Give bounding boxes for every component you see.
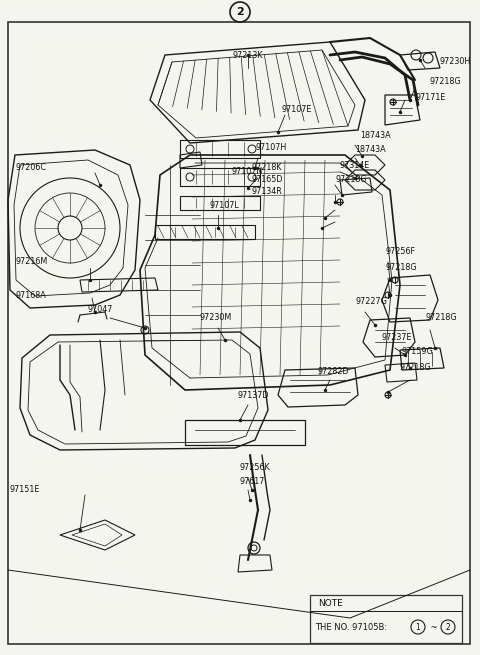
Text: 97227G: 97227G [355, 297, 387, 307]
Text: 97617: 97617 [240, 477, 265, 487]
Text: 97230H: 97230H [440, 58, 471, 67]
Text: 97237E: 97237E [382, 333, 412, 343]
Bar [185, 420, 305, 445]
Text: 97159G: 97159G [402, 348, 434, 356]
Text: 97218G: 97218G [385, 263, 417, 272]
Text: 18743A: 18743A [355, 145, 385, 155]
Text: 97134R: 97134R [252, 187, 283, 196]
Text: 97218K: 97218K [252, 164, 283, 172]
Text: 1: 1 [416, 622, 420, 631]
Text: NOTE: NOTE [318, 599, 343, 607]
Text: 97107L: 97107L [210, 200, 240, 210]
Text: 2: 2 [236, 7, 244, 17]
Text: 97314E: 97314E [340, 160, 370, 170]
Text: 97282D: 97282D [318, 367, 349, 377]
Text: 97256F: 97256F [385, 248, 415, 257]
Text: 97218G: 97218G [336, 176, 368, 185]
Circle shape [58, 216, 82, 240]
Text: 97137D: 97137D [238, 390, 269, 400]
Text: 97216M: 97216M [15, 257, 47, 267]
Text: 97165D: 97165D [252, 176, 284, 185]
Text: 97047: 97047 [88, 305, 113, 314]
Text: 97107E: 97107E [282, 105, 312, 115]
Text: 18743A: 18743A [360, 130, 391, 140]
Text: 97218G: 97218G [430, 77, 462, 86]
Text: 97206C: 97206C [15, 164, 46, 172]
Text: 97171E: 97171E [415, 94, 445, 102]
Text: 2: 2 [445, 622, 450, 631]
Text: 97107H: 97107H [255, 143, 286, 153]
Text: 97218G: 97218G [400, 364, 432, 373]
Text: 97213K: 97213K [233, 50, 263, 60]
Text: 97168A: 97168A [15, 291, 46, 299]
Text: 97151E: 97151E [10, 485, 40, 495]
Text: THE NO. 97105B:: THE NO. 97105B: [315, 622, 390, 631]
Bar [310, 595, 462, 643]
Text: 97107N: 97107N [232, 168, 263, 176]
Text: 97230M: 97230M [200, 314, 232, 322]
Text: 97218G: 97218G [426, 314, 457, 322]
Text: 97256K: 97256K [240, 464, 271, 472]
Text: ~: ~ [428, 622, 440, 631]
